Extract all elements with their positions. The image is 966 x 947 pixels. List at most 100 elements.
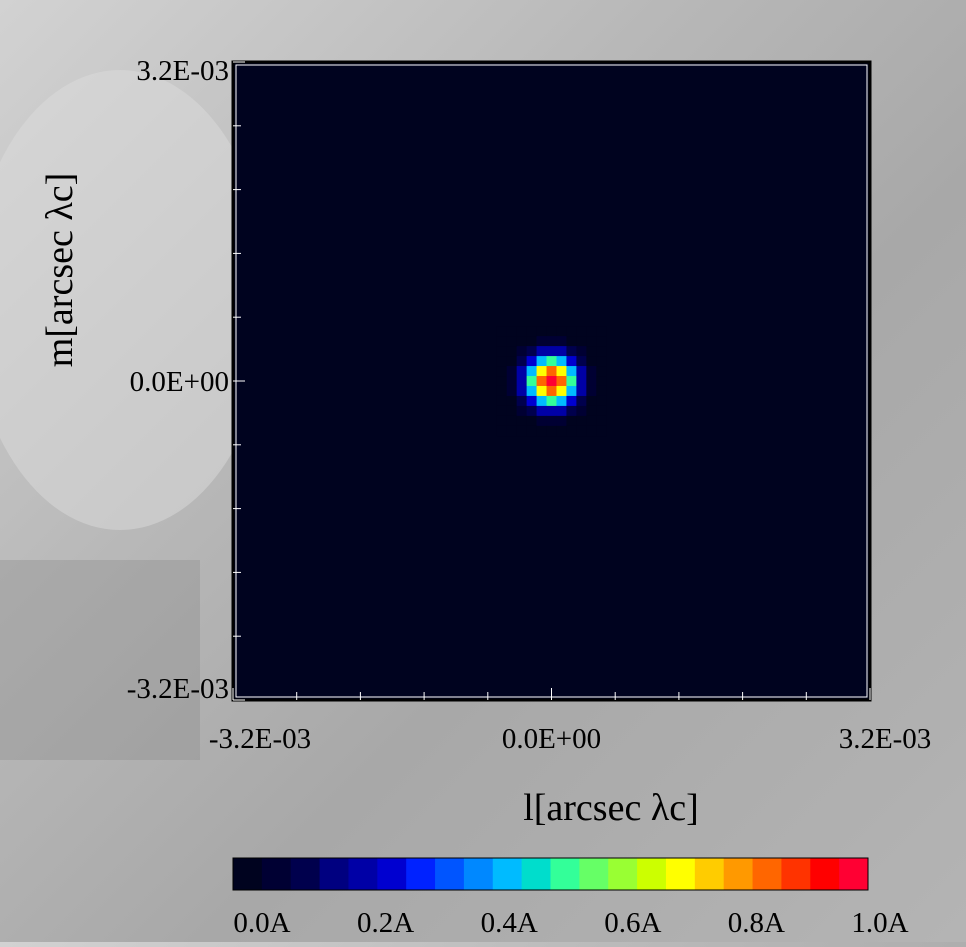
- heatmap-cell: [586, 406, 596, 416]
- y-axis-title: m[arcsec λc]: [39, 173, 81, 368]
- heatmap-cell: [547, 386, 557, 396]
- heatmap-cell: [596, 376, 606, 386]
- colorbar-tick-label: 1.0A: [851, 907, 908, 939]
- heatmap-cell: [576, 366, 586, 376]
- colorbar-swatch: [637, 858, 666, 890]
- heatmap-cell: [527, 336, 537, 346]
- heatmap-cell: [497, 386, 507, 396]
- heatmap-cell: [586, 346, 596, 356]
- heatmap-cell: [517, 376, 527, 386]
- heatmap-cell: [537, 366, 547, 376]
- heatmap-cell: [507, 416, 517, 426]
- colorbar-swatch: [522, 858, 551, 890]
- heatmap-cell: [576, 386, 586, 396]
- heatmap-cell: [517, 326, 527, 336]
- heatmap-cell: [596, 326, 606, 336]
- heatmap-cell: [566, 326, 576, 336]
- heatmap-cell: [497, 336, 507, 346]
- y-tick-label: -3.2E-03: [127, 673, 229, 705]
- heatmap-cell: [547, 356, 557, 366]
- colorbar-swatch: [262, 858, 291, 890]
- heatmap-cell: [497, 426, 507, 436]
- heatmap-cell: [507, 406, 517, 416]
- heatmap-cell: [507, 386, 517, 396]
- heatmap-cell: [576, 396, 586, 406]
- heatmap-cell: [576, 376, 586, 386]
- heatmap-cell: [527, 366, 537, 376]
- heatmap-cell: [537, 326, 547, 336]
- heatmap-cell: [566, 346, 576, 356]
- heatmap-cell: [537, 406, 547, 416]
- heatmap-cell: [576, 346, 586, 356]
- heatmap-cell: [556, 396, 566, 406]
- heatmap-cell: [507, 366, 517, 376]
- heatmap-cell: [586, 386, 596, 396]
- heatmap-cell: [566, 356, 576, 366]
- heatmap-cell: [586, 356, 596, 366]
- heatmap-cell: [537, 376, 547, 386]
- heatmap-cell: [507, 326, 517, 336]
- heatmap-cell: [566, 336, 576, 346]
- colorbar-swatch: [839, 858, 868, 890]
- heatmap-cell: [556, 416, 566, 426]
- heatmap-cell: [556, 376, 566, 386]
- heatmap-cell: [576, 416, 586, 426]
- heatmap-cell: [566, 366, 576, 376]
- x-tick-label: -3.2E-03: [209, 723, 311, 755]
- heatmap-cell: [596, 356, 606, 366]
- heatmap-cell: [537, 396, 547, 406]
- heatmap-cell: [576, 326, 586, 336]
- heatmap-cell: [576, 356, 586, 366]
- heatmap-cell: [517, 336, 527, 346]
- heatmap-cell: [547, 396, 557, 406]
- colorbar-swatch: [291, 858, 320, 890]
- heatmap-cell: [497, 406, 507, 416]
- x-axis-title: l[arcsec λc]: [523, 787, 699, 829]
- heatmap-cell: [507, 396, 517, 406]
- colorbar-tick-label: 0.2A: [357, 907, 414, 939]
- heatmap-cell: [576, 406, 586, 416]
- colorbar-swatch: [781, 858, 810, 890]
- heatmap-cell: [547, 406, 557, 416]
- heatmap-cell: [566, 396, 576, 406]
- heatmap-cell: [527, 406, 537, 416]
- heatmap-cell: [547, 376, 557, 386]
- heatmap-cell: [556, 386, 566, 396]
- heatmap-cell: [527, 426, 537, 436]
- colorbar-swatch: [348, 858, 377, 890]
- heatmap-cell: [527, 396, 537, 406]
- colorbar-swatch: [320, 858, 349, 890]
- heatmap-cell: [517, 366, 527, 376]
- heatmap-cell: [507, 346, 517, 356]
- heatmap-cell: [547, 416, 557, 426]
- heatmap-cell: [537, 416, 547, 426]
- heatmap-cell: [596, 396, 606, 406]
- x-tick-label: 0.0E+00: [502, 723, 601, 755]
- colorbar-swatch: [493, 858, 522, 890]
- colorbar-swatch: [551, 858, 580, 890]
- heatmap-cell: [497, 346, 507, 356]
- colorbar-swatch: [753, 858, 782, 890]
- colorbar-swatch: [435, 858, 464, 890]
- heatmap-cell: [556, 366, 566, 376]
- colorbar-swatch: [377, 858, 406, 890]
- heatmap-cell: [507, 356, 517, 366]
- heatmap-cell: [517, 356, 527, 366]
- heatmap-cell: [497, 356, 507, 366]
- heatmap-cell: [556, 336, 566, 346]
- heatmap-cell: [576, 426, 586, 436]
- y-tick-label: 0.0E+00: [130, 366, 229, 398]
- colorbar-swatch: [233, 858, 262, 890]
- heatmap-cell: [507, 376, 517, 386]
- colorbar-swatch: [724, 858, 753, 890]
- heatmap-cell: [576, 336, 586, 346]
- heatmap-cell: [586, 326, 596, 336]
- heatmap-cell: [586, 416, 596, 426]
- heatmap-cell: [497, 326, 507, 336]
- heatmap-cell: [527, 356, 537, 366]
- heatmap-cell: [596, 336, 606, 346]
- heatmap-cell: [566, 416, 576, 426]
- heatmap-cell: [547, 336, 557, 346]
- colorbar-tick-label: 0.0A: [233, 907, 290, 939]
- heatmap-cell: [556, 356, 566, 366]
